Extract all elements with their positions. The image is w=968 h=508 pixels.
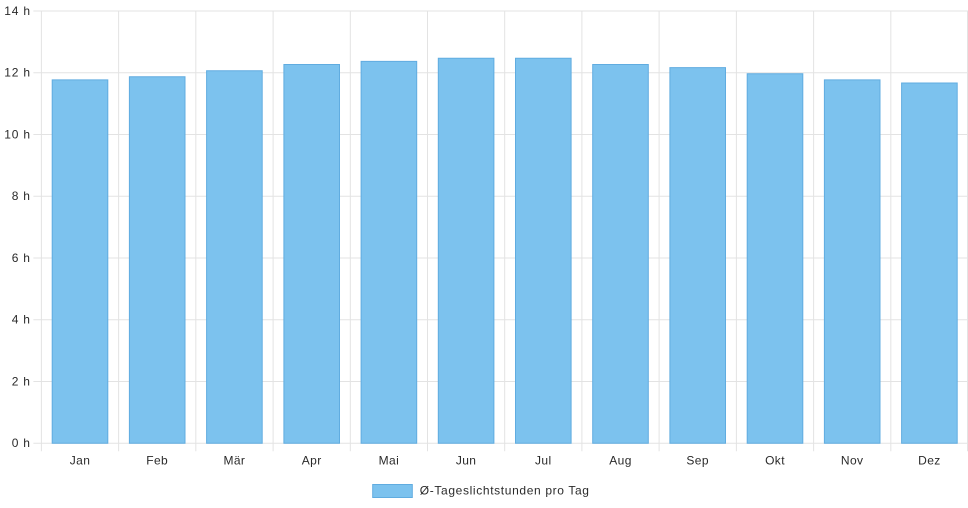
svg-text:6 h: 6 h [12, 251, 31, 265]
svg-text:8 h: 8 h [12, 189, 31, 203]
svg-text:2 h: 2 h [12, 374, 31, 388]
svg-text:Mär: Mär [223, 454, 245, 468]
svg-text:Sep: Sep [686, 454, 709, 468]
svg-text:Ø-Tageslichtstunden pro Tag: Ø-Tageslichtstunden pro Tag [420, 484, 590, 498]
svg-text:Mai: Mai [379, 454, 400, 468]
svg-text:Aug: Aug [609, 454, 632, 468]
svg-text:Jan: Jan [70, 454, 91, 468]
svg-text:Okt: Okt [765, 454, 785, 468]
svg-text:Jul: Jul [535, 454, 552, 468]
svg-text:Apr: Apr [302, 454, 322, 468]
svg-text:Feb: Feb [146, 454, 168, 468]
svg-text:Jun: Jun [456, 454, 477, 468]
svg-text:4 h: 4 h [12, 313, 31, 327]
svg-text:0 h: 0 h [12, 436, 31, 450]
svg-text:12 h: 12 h [4, 66, 31, 80]
svg-text:Dez: Dez [918, 454, 941, 468]
svg-text:Nov: Nov [841, 454, 864, 468]
svg-text:10 h: 10 h [4, 127, 31, 141]
svg-text:14 h: 14 h [4, 4, 31, 18]
